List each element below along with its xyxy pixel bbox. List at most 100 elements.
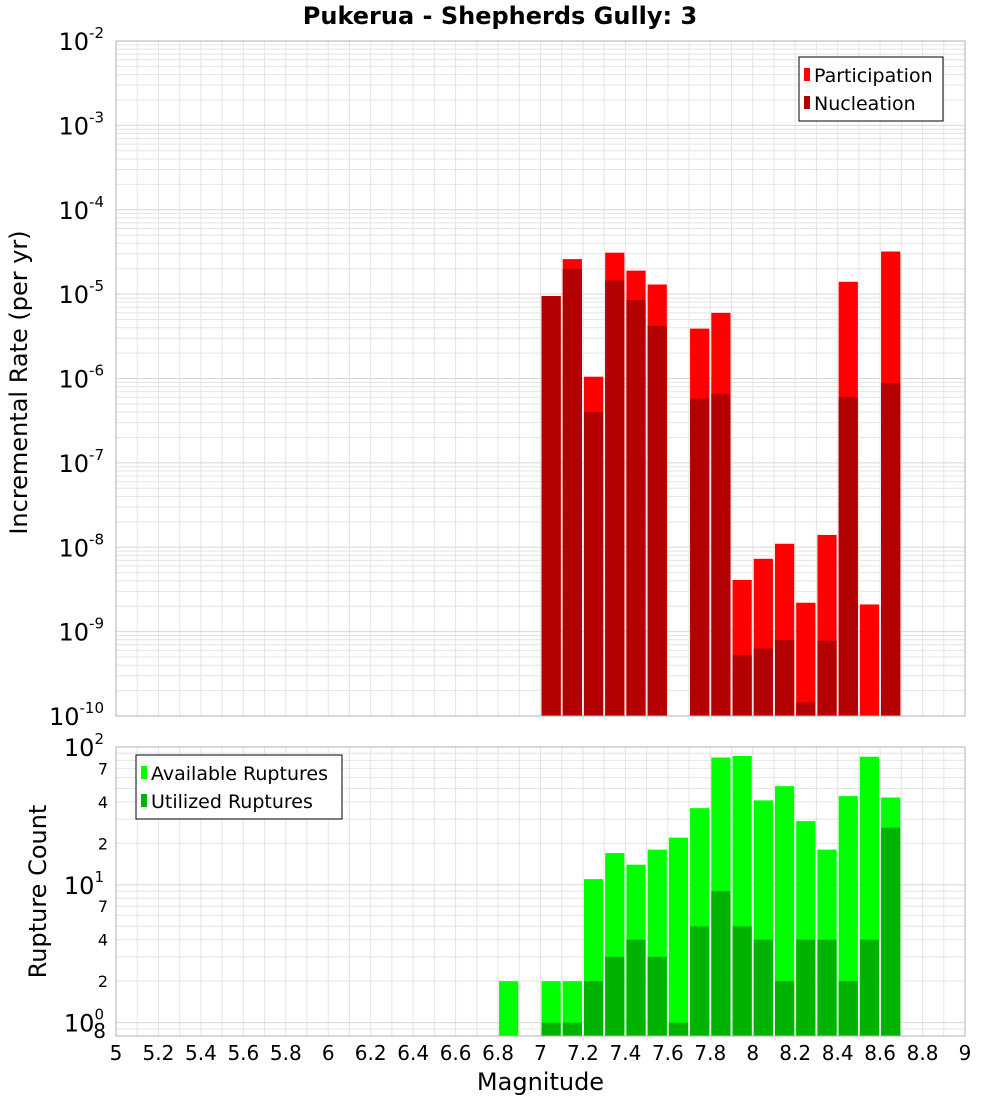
y-tick-label: 8 <box>93 1019 106 1043</box>
y-tick-label: 100 <box>64 1006 104 1038</box>
bar-utilized-ruptures <box>647 956 667 1036</box>
bar-utilized-ruptures <box>817 939 837 1036</box>
bar-utilized-ruptures <box>562 1022 582 1036</box>
x-tick-label: 7 <box>534 1041 547 1065</box>
rate-grid <box>115 41 966 717</box>
bar-nucleation <box>562 268 582 716</box>
bar-utilized-ruptures <box>859 939 880 1036</box>
bar-nucleation <box>583 412 604 716</box>
x-tick-label: 8.2 <box>779 1041 811 1065</box>
legend-box <box>798 56 944 122</box>
x-tick-label: 6 <box>322 1041 335 1065</box>
y-tick-label: 2 <box>98 972 108 991</box>
bar-available-ruptures <box>562 981 582 1036</box>
x-tick-label: 8.4 <box>822 1041 854 1065</box>
x-tick-label: 8 <box>746 1041 759 1065</box>
y-tick-label: 102 <box>64 730 104 762</box>
bar-utilized-ruptures <box>796 939 816 1036</box>
bar-nucleation <box>774 639 795 716</box>
bar-available-ruptures <box>668 837 689 1036</box>
x-tick-label: 7.2 <box>567 1041 599 1065</box>
y-tick-label: 4 <box>98 931 108 950</box>
bar-participation <box>796 602 816 716</box>
bar-utilized-ruptures <box>605 956 625 1036</box>
count-bars <box>499 756 901 1036</box>
x-tick-label: 9 <box>959 1041 972 1065</box>
bar-utilized-ruptures <box>838 981 858 1036</box>
chart-title: Pukerua - Shepherds Gully: 3 <box>303 2 697 30</box>
bar-utilized-ruptures <box>668 1022 689 1036</box>
bar-utilized-ruptures <box>690 926 710 1036</box>
count-legend: Available Ruptures Utilized Ruptures <box>135 754 343 820</box>
y-tick-label: 7 <box>98 759 108 778</box>
bar-nucleation <box>690 398 710 716</box>
x-tick-label: 5.8 <box>270 1041 302 1065</box>
y-tick-label: 10-4 <box>58 193 104 225</box>
legend-entry: Utilized Ruptures <box>151 791 313 813</box>
rate-panel: 10-10 10-9 10-8 10-7 10-6 10-5 10-4 10-3 10-2 In… <box>5 24 966 731</box>
bar-available-ruptures <box>774 786 795 1036</box>
count-y-ticks: 100 101 102 8 2 4 7 2 4 7 <box>64 730 108 1043</box>
x-tick-label: 7.6 <box>652 1041 684 1065</box>
bar-utilized-ruptures <box>753 939 773 1036</box>
x-tick-label: 8.6 <box>864 1041 896 1065</box>
y-tick-label: 10-2 <box>58 24 104 56</box>
legend-box <box>135 754 343 820</box>
y-tick-label: 10-9 <box>58 615 104 647</box>
x-tick-label: 7.4 <box>609 1041 641 1065</box>
y-tick-label: 101 <box>64 868 104 900</box>
bar-nucleation <box>605 280 625 716</box>
x-tick-label: 7.8 <box>694 1041 726 1065</box>
bar-nucleation <box>753 648 773 716</box>
rate-plot-frame <box>115 40 966 717</box>
bar-available-ruptures <box>541 981 561 1036</box>
bar-utilized-ruptures <box>881 827 901 1036</box>
legend-swatch <box>804 96 810 109</box>
legend-entry: Available Ruptures <box>151 763 328 785</box>
x-tick-label: 6.6 <box>440 1041 472 1065</box>
bar-nucleation <box>732 654 752 716</box>
y-tick-label: 10-10 <box>49 699 104 731</box>
x-tick-label: 5.6 <box>227 1041 259 1065</box>
legend-entry: Participation <box>814 65 933 87</box>
bar-utilized-ruptures <box>541 1022 561 1036</box>
x-tick-label: 5 <box>110 1041 123 1065</box>
bar-nucleation <box>541 296 561 716</box>
x-tick-label: 6.8 <box>482 1041 514 1065</box>
bar-available-ruptures <box>499 981 519 1036</box>
bar-nucleation <box>796 702 816 716</box>
bar-nucleation <box>817 640 837 716</box>
x-axis-label: Magnitude <box>477 1068 604 1096</box>
bar-utilized-ruptures <box>711 891 731 1036</box>
bar-nucleation <box>626 300 646 716</box>
bar-nucleation <box>838 397 858 716</box>
bar-utilized-ruptures <box>774 981 795 1036</box>
rate-y-ticks: 10-10 10-9 10-8 10-7 10-6 10-5 10-4 10-3 10-2 <box>49 24 104 731</box>
bar-nucleation <box>881 383 901 716</box>
count-plot-frame <box>115 746 966 1037</box>
x-tick-label: 6.4 <box>397 1041 429 1065</box>
rate-legend: Participation Nucleation <box>798 56 944 122</box>
y-tick-label: 10-7 <box>58 446 104 478</box>
bar-utilized-ruptures <box>626 939 646 1036</box>
legend-swatch <box>141 794 147 807</box>
bar-available-ruptures <box>838 796 858 1036</box>
x-tick-label: 5.2 <box>143 1041 175 1065</box>
y-tick-label: 10-8 <box>58 530 104 562</box>
count-x-ticks: 5 5.2 5.4 5.6 5.8 6 6.2 6.4 6.6 6.8 7 7.2 7.4 7.6 7.8 8… <box>110 1041 972 1065</box>
x-tick-label: 6.2 <box>355 1041 387 1065</box>
y-tick-label: 2 <box>98 834 108 853</box>
rate-bars <box>541 251 901 716</box>
count-panel: 100 101 102 8 2 4 7 2 4 7 5 5.2 5.4 5.6 5.8 6 6.2 6.4 6.6… <box>24 730 971 1096</box>
count-y-axis-label: Rupture Count <box>24 805 52 979</box>
bar-nucleation <box>647 325 667 716</box>
legend-swatch <box>804 68 810 81</box>
y-tick-label: 10-6 <box>58 362 104 394</box>
bar-utilized-ruptures <box>583 981 604 1036</box>
y-tick-label: 7 <box>98 897 108 916</box>
x-tick-label: 5.4 <box>185 1041 217 1065</box>
x-tick-label: 8.8 <box>907 1041 939 1065</box>
bar-utilized-ruptures <box>732 926 752 1036</box>
rate-y-axis-label: Incremental Rate (per yr) <box>5 230 33 534</box>
